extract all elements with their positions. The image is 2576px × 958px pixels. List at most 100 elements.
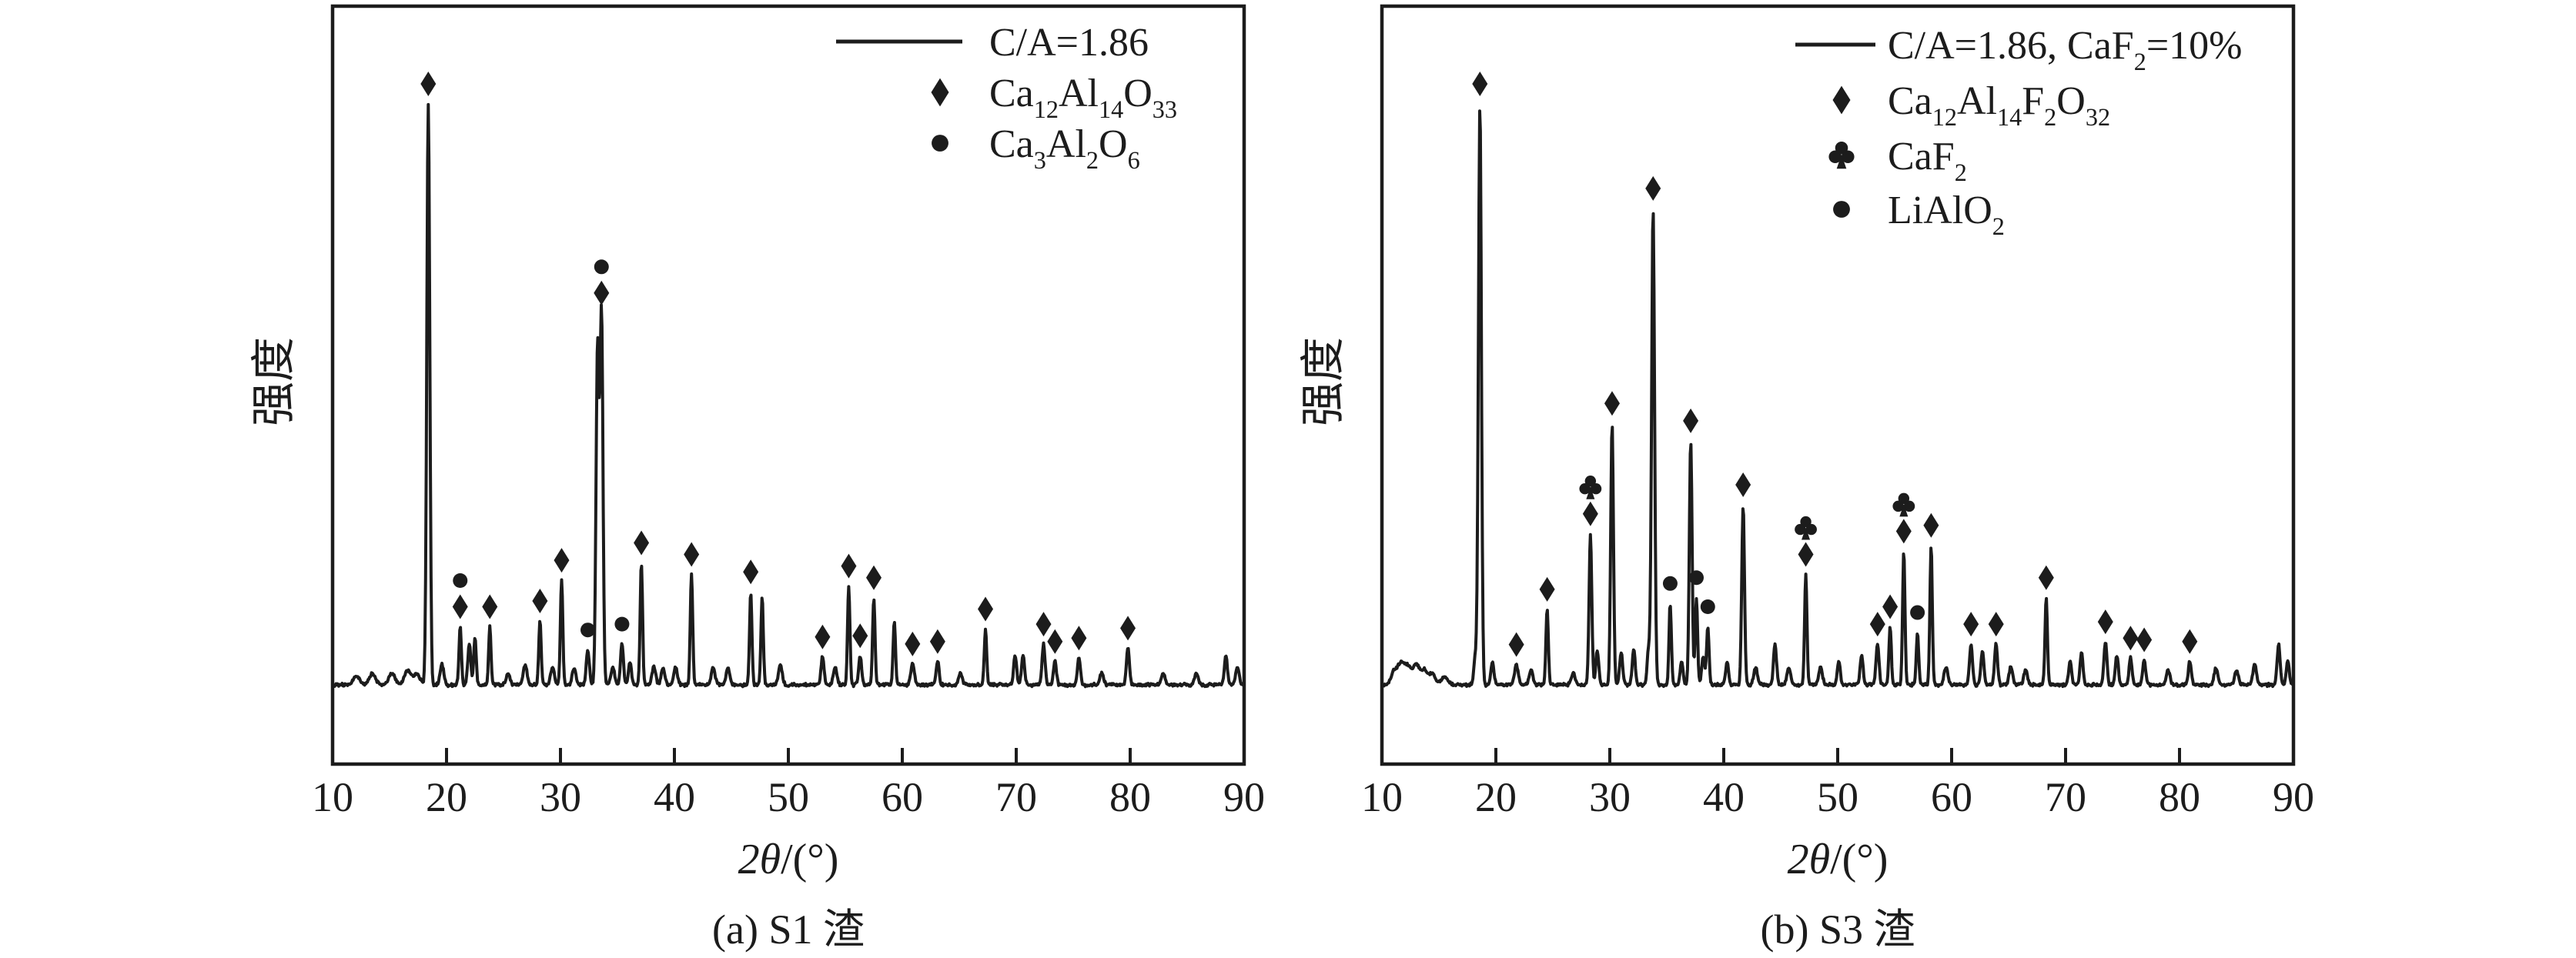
legend-diamond-icon xyxy=(1832,85,1851,115)
peak-marker-dot-icon xyxy=(1688,570,1704,586)
legend-item: LiAlO2 xyxy=(1833,189,2005,240)
peak-marker-diamond-icon xyxy=(1582,501,1598,526)
legend-b: C/A=1.86, CaF2=10%Ca12Al14F2O32CaF2LiAlO… xyxy=(1795,24,2242,240)
peak-marker-dot-icon xyxy=(580,623,596,638)
peak-marker-dot-icon xyxy=(1910,605,1925,620)
panel-b: 10 20 30 40 50 60 70 80 90 C/A=1.86, CaF2=10%Ca1… xyxy=(1298,4,2314,953)
peak-marker-diamond-icon xyxy=(1798,542,1814,567)
peak-marker-diamond-icon xyxy=(1120,616,1136,641)
x-axis-label-b-units: /(°) xyxy=(1830,836,1888,883)
x-tick-label: 30 xyxy=(540,774,581,820)
legend-label: LiAlO2 xyxy=(1888,189,2005,240)
legend-label: CaF2 xyxy=(1888,135,1967,186)
legend-dot-icon xyxy=(932,135,948,152)
peak-marker-dot-icon xyxy=(453,573,468,588)
peak-marker-dot-icon xyxy=(594,259,609,275)
peak-marker-diamond-icon xyxy=(1683,408,1699,433)
legend-item: Ca3Al2O6 xyxy=(932,122,1140,174)
peak-marker-diamond-icon xyxy=(1645,175,1661,201)
peak-marker-diamond-icon xyxy=(1923,512,1939,538)
peak-marker-dot-icon xyxy=(614,616,630,632)
peak-marker-diamond-icon xyxy=(929,629,945,654)
peak-marker-diamond-icon xyxy=(1047,629,1063,654)
x-tick-label: 50 xyxy=(1817,774,1858,820)
peak-marker-diamond-icon xyxy=(594,280,610,305)
legend-label: Ca3Al2O6 xyxy=(989,122,1140,174)
peak-marker-diamond-icon xyxy=(866,565,882,590)
peak-marker-club-icon xyxy=(1579,476,1602,499)
x-tick-label: 20 xyxy=(426,774,467,820)
legend-label: C/A=1.86 xyxy=(989,21,1149,65)
peak-marker-diamond-icon xyxy=(905,631,921,656)
peak-marker-diamond-icon xyxy=(452,594,468,619)
legend-diamond-icon xyxy=(931,78,949,107)
peak-marker-diamond-icon xyxy=(634,530,650,556)
peak-marker-diamond-icon xyxy=(1472,72,1488,96)
x-tick-label: 90 xyxy=(1223,774,1265,820)
legend-label: Ca12Al14F2O32 xyxy=(1888,79,2110,131)
legend-item: C/A=1.86, CaF2=10% xyxy=(1795,24,2242,75)
peak-marker-diamond-icon xyxy=(852,623,868,649)
peak-marker-diamond-icon xyxy=(1882,594,1899,619)
peak-marker-club-icon xyxy=(1795,516,1817,540)
x-axis-label-a: 2θ/(°) xyxy=(738,836,839,883)
peak-marker-diamond-icon xyxy=(1035,612,1052,637)
x-tick-label: 60 xyxy=(882,774,923,820)
peak-marker-diamond-icon xyxy=(1988,612,2004,637)
x-tick-label: 40 xyxy=(654,774,695,820)
legend-item: C/A=1.86 xyxy=(836,21,1149,65)
peak-marker-diamond-icon xyxy=(978,596,994,622)
x-axis-tick-labels-a: 10 20 30 40 50 60 70 80 90 xyxy=(312,774,1265,820)
peak-marker-diamond-icon xyxy=(2182,629,2198,654)
x-tick-label: 50 xyxy=(768,774,809,820)
x-axis-ticks-b xyxy=(1494,748,2181,764)
peak-marker-diamond-icon xyxy=(1071,626,1087,651)
panel-a: 10 20 30 40 50 60 70 80 90 C/A=1.86 Ca12Al14O33Ca… xyxy=(249,4,1265,953)
legend-label: C/A=1.86, CaF2=10% xyxy=(1888,24,2242,75)
peak-marker-diamond-icon xyxy=(2123,626,2139,651)
caption-b: (b) S3 渣 xyxy=(1761,906,1915,953)
x-axis-label-a-units: /(°) xyxy=(781,836,838,883)
peak-marker-dot-icon xyxy=(1662,576,1678,591)
peak-marker-diamond-icon xyxy=(554,548,570,573)
peak-marker-diamond-icon xyxy=(2097,609,2113,635)
peak-marker-diamond-icon xyxy=(684,542,700,567)
x-axis-label-b: 2θ/(°) xyxy=(1788,836,1889,883)
x-tick-label: 40 xyxy=(1703,774,1745,820)
peak-marker-diamond-icon xyxy=(743,559,759,585)
x-axis-tick-labels-b: 10 20 30 40 50 60 70 80 90 xyxy=(1361,774,2314,820)
x-axis-label-b-symbol: 2θ xyxy=(1788,836,1831,883)
legend-club-icon xyxy=(1828,141,1855,169)
peak-marker-diamond-icon xyxy=(532,588,548,613)
peak-marker-diamond-icon xyxy=(482,594,498,619)
x-axis-label-a-symbol: 2θ xyxy=(738,836,781,883)
x-tick-label: 70 xyxy=(2045,774,2086,820)
peak-marker-diamond-icon xyxy=(841,553,857,579)
peak-marker-diamond-icon xyxy=(420,72,437,96)
peak-markers-b xyxy=(1472,72,2198,657)
peak-marker-diamond-icon xyxy=(2136,627,2153,653)
peak-marker-club-icon xyxy=(1892,492,1915,517)
x-tick-label: 10 xyxy=(312,774,353,820)
x-tick-label: 30 xyxy=(1589,774,1631,820)
x-tick-label: 80 xyxy=(1109,774,1151,820)
x-tick-label: 70 xyxy=(995,774,1037,820)
peak-marker-dot-icon xyxy=(1700,599,1715,614)
peak-marker-diamond-icon xyxy=(1869,612,1885,637)
legend-item: Ca12Al14O33 xyxy=(931,72,1177,123)
peak-marker-diamond-icon xyxy=(1604,391,1620,416)
legend-label: Ca12Al14O33 xyxy=(989,72,1177,123)
x-tick-label: 60 xyxy=(1931,774,1972,820)
xrd-trace-b xyxy=(1380,109,2295,689)
peak-marker-diamond-icon xyxy=(1963,612,1979,637)
legend-item: CaF2 xyxy=(1828,135,1967,186)
peak-marker-diamond-icon xyxy=(1735,472,1751,497)
x-axis-ticks-a xyxy=(445,748,1132,764)
x-tick-label: 10 xyxy=(1361,774,1403,820)
legend-dot-icon xyxy=(1833,201,1850,218)
x-tick-label: 80 xyxy=(2159,774,2200,820)
y-axis-label-a: 强度 xyxy=(249,337,299,426)
legend-item: Ca12Al14F2O32 xyxy=(1832,79,2110,131)
